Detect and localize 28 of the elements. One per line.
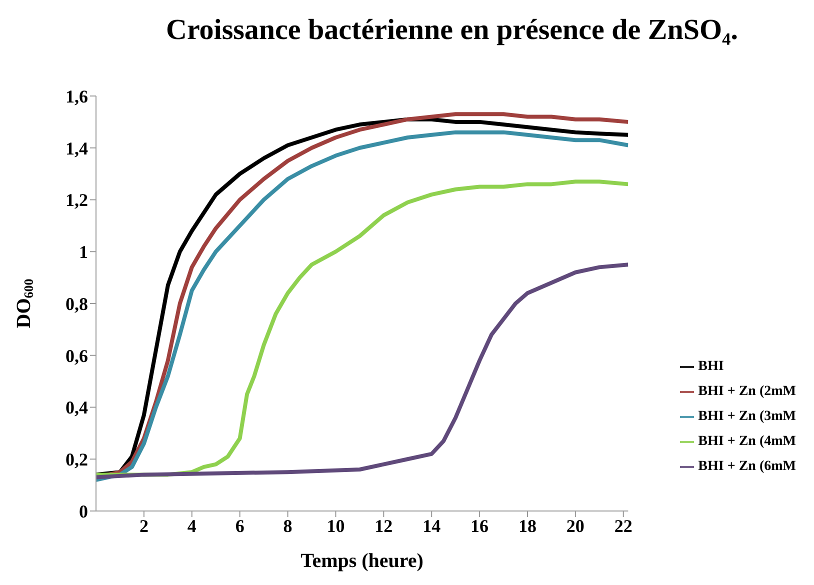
y-tick-label: 0,8 xyxy=(66,294,88,314)
x-tick-label: 22 xyxy=(614,516,632,536)
y-tick-label: 0,2 xyxy=(66,450,88,470)
line-series xyxy=(96,262,628,480)
y-tick-label: 1,6 xyxy=(66,86,88,106)
y-tick-label: 1,2 xyxy=(66,190,88,210)
y-tick-label: 0,4 xyxy=(66,398,88,418)
legend-label: BHI + Zn (3mM xyxy=(698,409,796,424)
x-tick-label: 16 xyxy=(470,516,489,536)
legend-label: BHI + Zn (6mM xyxy=(698,459,796,474)
x-tick-label: 2 xyxy=(139,516,148,536)
y-tick-label: 0,6 xyxy=(66,346,88,366)
y-tick-label: 0 xyxy=(79,501,88,522)
chart-title: Croissance bactérienne en présence de ZnSO₄. xyxy=(165,13,739,48)
legend-label: BHI + Zn (2mM xyxy=(698,384,796,399)
x-tick-label: 8 xyxy=(283,516,292,536)
x-axis-title: Temps (heure) xyxy=(300,550,424,572)
legend-label: BHI xyxy=(698,359,724,374)
x-tick-label: 6 xyxy=(235,516,244,536)
legend-label: BHI + Zn (4mM xyxy=(698,434,796,449)
y-tick-label: 1 xyxy=(79,242,88,262)
x-tick-label: 12 xyxy=(374,516,393,536)
x-tick-label: 10 xyxy=(326,516,345,536)
x-tick-label: 14 xyxy=(422,516,441,536)
y-tick-label: 1,4 xyxy=(66,138,88,158)
x-tick-label: 4 xyxy=(187,516,196,536)
x-tick-label: 18 xyxy=(518,516,536,536)
x-tick-label: 20 xyxy=(566,516,584,536)
